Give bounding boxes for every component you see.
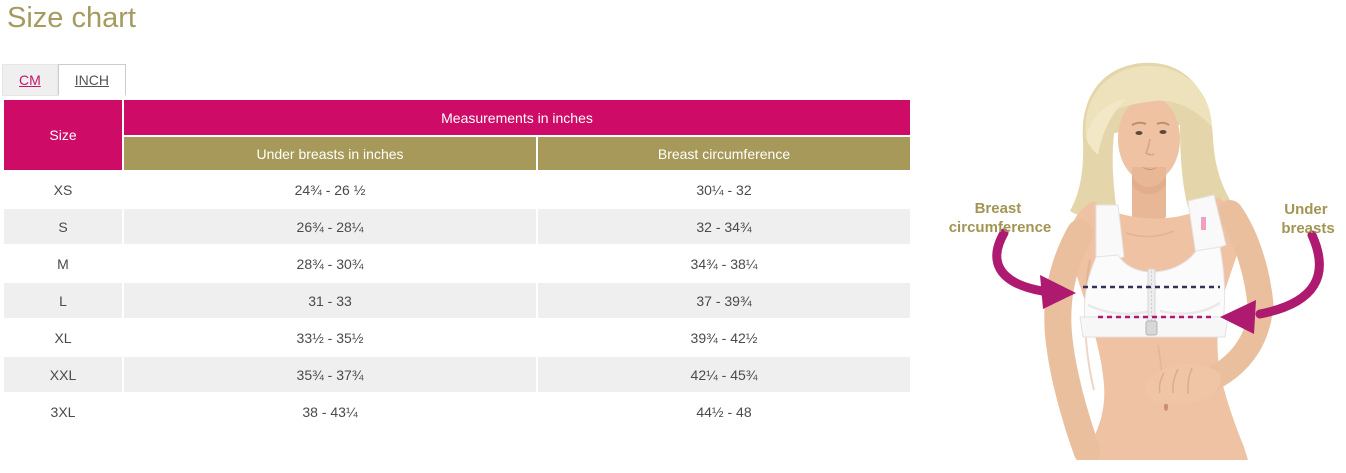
measurement-guide-image: Breast circumference Under breasts xyxy=(949,62,1335,460)
breast-circumference-cell: 30¼ - 32 xyxy=(538,172,910,207)
nose xyxy=(1145,138,1155,156)
lips xyxy=(1141,166,1159,170)
under-breasts-column-header: Under breasts in inches xyxy=(124,137,536,170)
size-cell: S xyxy=(4,209,122,244)
size-cell: XXL xyxy=(4,357,122,392)
table-row-xs: XS 24¾ - 26 ½ 30¼ - 32 xyxy=(4,172,910,207)
under-breasts-arrow xyxy=(1220,230,1324,334)
zipper-pull xyxy=(1145,320,1158,336)
bra-strap-right xyxy=(1187,194,1227,256)
face xyxy=(1118,96,1180,182)
under-breasts-cell: 26¾ - 28¼ xyxy=(124,209,536,244)
size-cell: L xyxy=(4,283,122,318)
breast-circumference-label: Breast circumference xyxy=(949,200,1052,236)
table-row-xxl: XXL 35¾ - 37¾ 42¼ - 45¾ xyxy=(4,357,910,392)
breast-circumference-column-header: Breast circumference xyxy=(538,137,910,170)
under-breasts-cell: 38 - 43¼ xyxy=(124,394,536,429)
size-cell: XL xyxy=(4,320,122,355)
eyebrows xyxy=(1131,121,1147,126)
tab-cm[interactable]: CM xyxy=(2,64,58,96)
neck xyxy=(1132,167,1166,225)
woman-illustration xyxy=(1044,62,1274,460)
tab-inch-label: INCH xyxy=(74,72,110,88)
table-row-m: M 28¾ - 30¾ 34¾ - 38¼ xyxy=(4,246,910,281)
hair-front xyxy=(1085,65,1212,135)
table-row-l: L 31 - 33 37 - 39¾ xyxy=(4,283,910,318)
under-breasts-cell: 35¾ - 37¾ xyxy=(124,357,536,392)
measurements-group-header: Measurements in inches xyxy=(124,100,910,135)
bra-tag xyxy=(1201,217,1206,230)
left-arm xyxy=(1044,219,1101,460)
tab-cm-label: CM xyxy=(19,72,41,88)
table-row-s: S 26¾ - 28¼ 32 - 34¾ xyxy=(4,209,910,244)
eyes xyxy=(1135,131,1143,135)
under-breasts-cell: 24¾ - 26 ½ xyxy=(124,172,536,207)
breast-circumference-cell: 44½ - 48 xyxy=(538,394,910,429)
size-cell: XS xyxy=(4,172,122,207)
size-column-header: Size xyxy=(4,100,122,170)
table-row-3xl: 3XL 38 - 43¼ 44½ - 48 xyxy=(4,394,910,429)
page-title: Size chart xyxy=(7,2,136,34)
under-breasts-label: Under breasts xyxy=(1281,201,1334,237)
breast-circumference-cell: 34¾ - 38¼ xyxy=(538,246,910,281)
table-row-xl: XL 33½ - 35½ 39¾ - 42½ xyxy=(4,320,910,355)
bra-strap-left xyxy=(1095,204,1125,264)
breast-circumference-cell: 32 - 34¾ xyxy=(538,209,910,244)
size-cell: M xyxy=(4,246,122,281)
breast-circumference-cell: 42¼ - 45¾ xyxy=(538,357,910,392)
tab-inch[interactable]: INCH xyxy=(57,64,127,96)
navel xyxy=(1164,403,1168,411)
under-breasts-cell: 31 - 33 xyxy=(124,283,536,318)
under-breasts-cell: 28¾ - 30¾ xyxy=(124,246,536,281)
breast-circumference-cell: 39¾ - 42½ xyxy=(538,320,910,355)
under-breasts-cell: 33½ - 35½ xyxy=(124,320,536,355)
size-chart-table: Size Measurements in inches Under breast… xyxy=(2,98,912,431)
breast-circumference-cell: 37 - 39¾ xyxy=(538,283,910,318)
unit-tabs: CM INCH xyxy=(2,64,127,96)
breast-circumference-arrow xyxy=(992,228,1076,309)
size-cell: 3XL xyxy=(4,394,122,429)
